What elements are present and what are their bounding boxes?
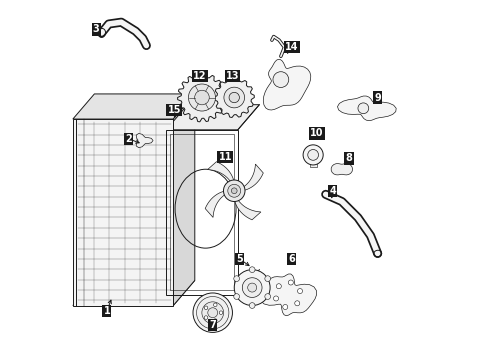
Polygon shape bbox=[208, 162, 234, 183]
Circle shape bbox=[234, 270, 270, 306]
Circle shape bbox=[223, 180, 245, 202]
Text: 15: 15 bbox=[168, 105, 181, 115]
Circle shape bbox=[273, 72, 289, 87]
Circle shape bbox=[358, 103, 368, 114]
Circle shape bbox=[265, 294, 270, 300]
Circle shape bbox=[202, 302, 223, 324]
Polygon shape bbox=[263, 59, 311, 110]
Circle shape bbox=[214, 303, 217, 307]
Circle shape bbox=[234, 294, 240, 300]
Circle shape bbox=[249, 267, 255, 273]
Bar bbox=[310, 158, 317, 167]
Text: 14: 14 bbox=[285, 42, 298, 52]
Circle shape bbox=[303, 145, 323, 165]
Polygon shape bbox=[166, 105, 259, 130]
Polygon shape bbox=[73, 280, 195, 306]
Circle shape bbox=[196, 297, 229, 329]
Circle shape bbox=[265, 276, 270, 282]
Circle shape bbox=[308, 149, 319, 160]
Circle shape bbox=[204, 316, 208, 319]
Text: 5: 5 bbox=[236, 254, 243, 264]
Text: 7: 7 bbox=[209, 320, 216, 330]
Bar bbox=[166, 130, 238, 295]
Text: 3: 3 bbox=[93, 24, 99, 35]
Text: 1: 1 bbox=[103, 306, 110, 316]
Circle shape bbox=[249, 303, 255, 309]
Bar bbox=[73, 119, 173, 306]
Polygon shape bbox=[338, 96, 396, 121]
Text: 4: 4 bbox=[329, 186, 336, 196]
Polygon shape bbox=[234, 198, 261, 220]
Text: 2: 2 bbox=[125, 134, 132, 144]
Polygon shape bbox=[73, 94, 195, 119]
Circle shape bbox=[297, 288, 302, 293]
Circle shape bbox=[234, 276, 240, 282]
Text: 10: 10 bbox=[310, 129, 323, 138]
Text: 9: 9 bbox=[374, 93, 381, 103]
Text: 11: 11 bbox=[219, 152, 232, 162]
Polygon shape bbox=[214, 77, 254, 117]
Circle shape bbox=[228, 184, 241, 197]
Circle shape bbox=[283, 305, 288, 310]
Polygon shape bbox=[173, 94, 195, 306]
Text: 6: 6 bbox=[288, 254, 295, 264]
Circle shape bbox=[214, 319, 217, 322]
Circle shape bbox=[189, 84, 216, 111]
Circle shape bbox=[247, 283, 257, 292]
Text: 12: 12 bbox=[194, 71, 207, 81]
Circle shape bbox=[224, 87, 245, 108]
Circle shape bbox=[294, 301, 300, 306]
Circle shape bbox=[208, 308, 218, 318]
Circle shape bbox=[288, 280, 294, 285]
Circle shape bbox=[219, 311, 223, 315]
Bar bbox=[171, 134, 234, 291]
Polygon shape bbox=[177, 73, 226, 122]
Circle shape bbox=[243, 278, 262, 297]
Circle shape bbox=[273, 296, 278, 301]
Text: 13: 13 bbox=[226, 71, 239, 81]
Polygon shape bbox=[136, 134, 153, 148]
Circle shape bbox=[204, 306, 208, 310]
Circle shape bbox=[276, 284, 281, 289]
Circle shape bbox=[229, 93, 240, 103]
Circle shape bbox=[195, 90, 209, 105]
Text: 8: 8 bbox=[345, 153, 352, 163]
Polygon shape bbox=[205, 191, 227, 217]
Circle shape bbox=[231, 188, 237, 194]
Polygon shape bbox=[259, 274, 317, 316]
Circle shape bbox=[193, 293, 232, 332]
Polygon shape bbox=[242, 164, 263, 191]
Polygon shape bbox=[331, 163, 353, 175]
